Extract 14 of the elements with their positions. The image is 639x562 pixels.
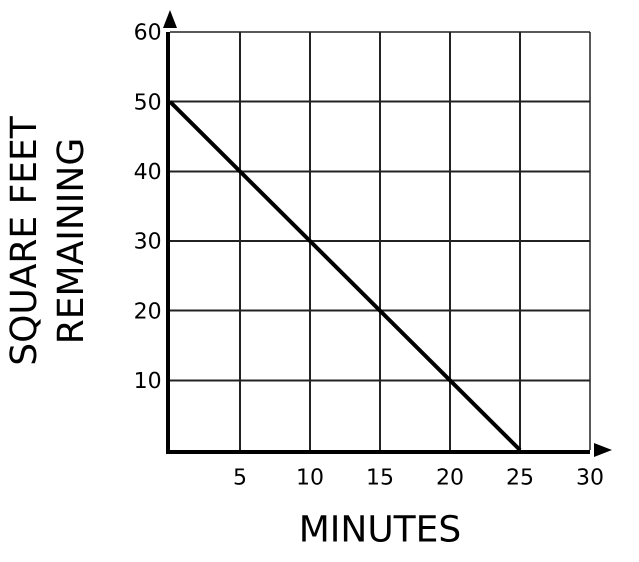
x-tick-label: 15 — [366, 465, 394, 490]
y-axis-title: SQUARE FEET REMAINING — [4, 115, 92, 366]
x-tick-label: 25 — [506, 465, 534, 490]
y-tick-label: 50 — [134, 90, 162, 116]
y-tick-label: 60 — [134, 20, 162, 46]
x-tick-label: 5 — [233, 465, 247, 490]
y-tick-label: 40 — [134, 160, 162, 186]
x-axis-title: MINUTES — [298, 510, 462, 551]
x-tick-label: 10 — [296, 465, 324, 490]
y-tick-label: 20 — [134, 299, 162, 324]
y-tick-label: 30 — [134, 230, 162, 255]
y-tick-label: 10 — [134, 369, 162, 394]
x-tick-label: 20 — [436, 465, 464, 490]
x-tick-label: 30 — [576, 465, 604, 490]
